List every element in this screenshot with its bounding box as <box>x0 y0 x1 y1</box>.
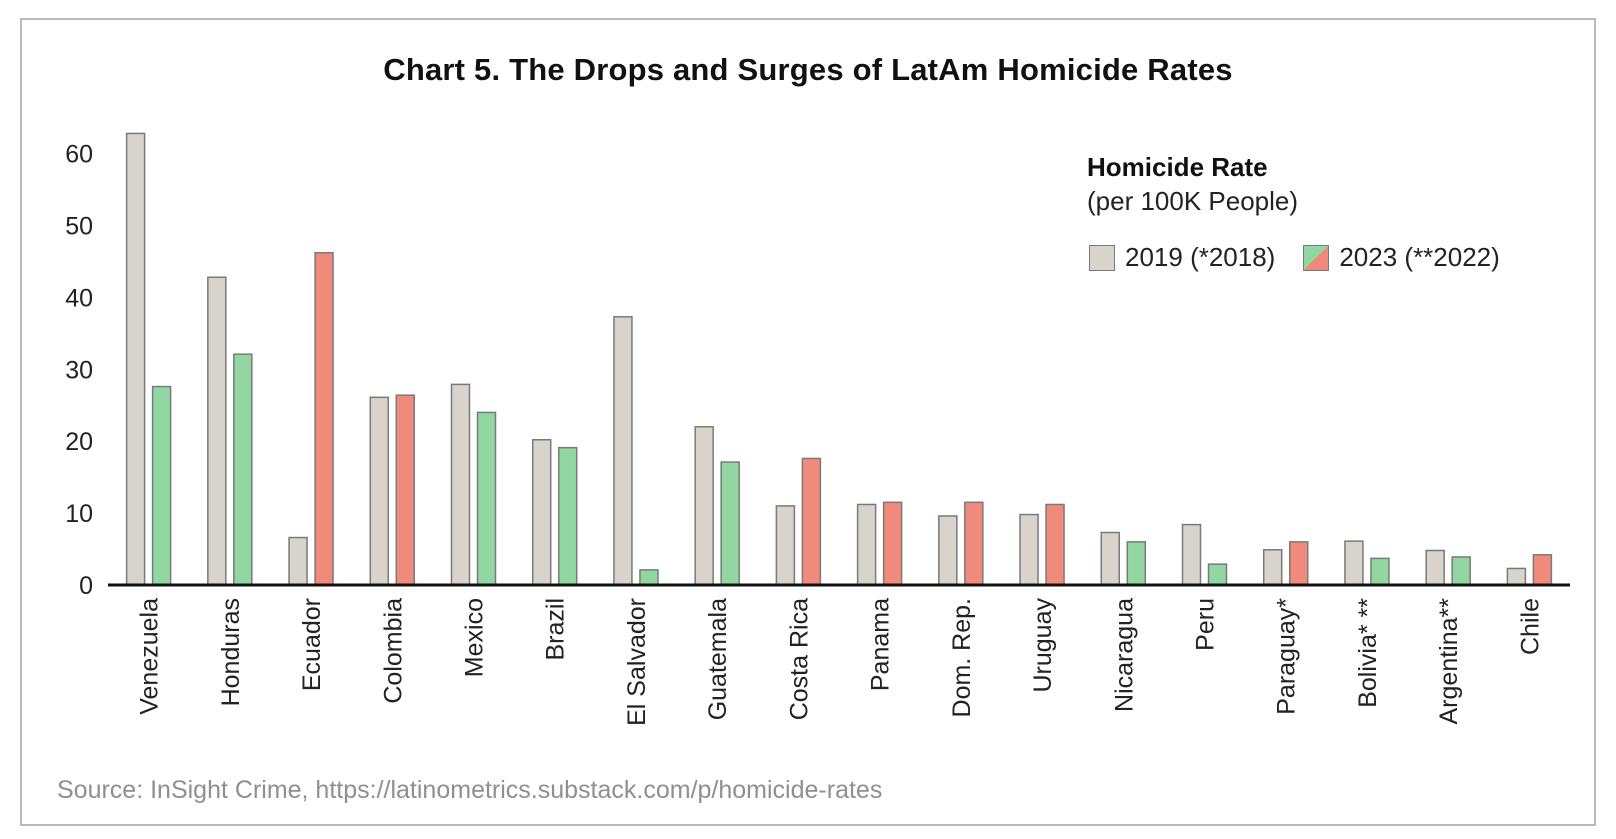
y-tick-label: 60 <box>65 141 93 169</box>
x-category-label: Honduras <box>217 598 245 706</box>
bar-2023-costa-rica <box>801 457 822 586</box>
y-axis-ticks: 0 10 20 30 40 50 60 <box>65 141 93 600</box>
bar-2019-dom-rep <box>938 515 958 586</box>
bar-2023-uruguay <box>1045 503 1065 586</box>
bar-2019-chile <box>1506 567 1527 586</box>
legend-title: Homicide Rate <box>1087 152 1268 182</box>
bar-2019-uruguay <box>1019 513 1039 586</box>
bar-2019-guatemala <box>694 426 714 586</box>
bar-2023-argentina <box>1451 556 1471 586</box>
y-tick-label: 20 <box>65 428 93 456</box>
bar-2019-venezuela <box>125 132 146 586</box>
bar-2023-bolivia <box>1370 557 1390 586</box>
x-category-label: El Salvador <box>623 598 651 726</box>
category-labels: Venezuela Honduras Ecuador Colombia Mexico Br… <box>136 598 1545 726</box>
x-category-label: Colombia <box>379 598 407 704</box>
x-category-label: Costa Rica <box>785 598 813 720</box>
legend-label-2023: 2023 (**2022) <box>1339 242 1500 272</box>
source-note: Source: InSight Crime, https://latinomet… <box>57 776 883 804</box>
bar-2023-ecuador <box>314 252 334 586</box>
x-category-label: Peru <box>1192 598 1220 651</box>
y-tick-label: 10 <box>65 500 93 528</box>
bars-group <box>125 132 1553 586</box>
y-tick-label: 40 <box>65 284 93 312</box>
x-category-label: Brazil <box>542 598 570 661</box>
bar-2019-brazil <box>531 439 552 586</box>
bar-2023-nicaragua <box>1126 541 1147 586</box>
bar-2019-ecuador <box>288 536 308 586</box>
chart-title: Chart 5. The Drops and Surges of LatAm H… <box>383 52 1233 87</box>
y-tick-label: 50 <box>65 212 93 240</box>
bar-2019-peru <box>1181 523 1202 586</box>
bar-2019-colombia <box>369 396 390 586</box>
bar-2019-bolivia <box>1344 540 1364 586</box>
x-category-label: Argentina** <box>1435 598 1463 725</box>
x-category-label: Dom. Rep. <box>948 598 976 717</box>
x-category-label: Nicaragua <box>1110 598 1138 712</box>
bar-2023-brazil <box>557 446 578 586</box>
bar-2023-mexico <box>476 411 497 586</box>
bar-2023-el-salvador <box>639 569 659 586</box>
bar-2019-nicaragua <box>1100 531 1121 586</box>
bar-2023-guatemala <box>720 461 740 586</box>
x-category-label: Panama <box>867 598 895 691</box>
x-category-label: Mexico <box>461 598 489 677</box>
bar-2023-chile <box>1532 554 1553 586</box>
x-category-label: Bolivia* ** <box>1354 598 1382 708</box>
bar-2023-colombia <box>395 394 416 586</box>
bar-2019-honduras <box>207 276 227 586</box>
x-category-label: Venezuela <box>136 598 164 715</box>
y-tick-label: 30 <box>65 356 93 384</box>
bar-2023-paraguay <box>1288 541 1309 586</box>
bar-2019-paraguay <box>1262 549 1283 586</box>
bar-2023-venezuela <box>151 385 172 586</box>
legend: 2019 (*2018) 2023 (**2022) <box>1089 242 1500 273</box>
x-category-label: Ecuador <box>298 598 326 691</box>
bar-2023-panama <box>882 501 903 586</box>
legend-label-2019: 2019 (*2018) <box>1125 242 1276 272</box>
y-tick-label: 0 <box>79 572 93 600</box>
legend-subtitle: (per 100K People) <box>1087 186 1299 216</box>
bar-2019-el-salvador <box>613 316 633 586</box>
bar-2019-costa-rica <box>775 505 796 586</box>
bar-2023-peru <box>1207 563 1228 586</box>
legend-swatch-2019 <box>1089 244 1115 271</box>
bar-2019-argentina <box>1425 549 1445 586</box>
x-category-label: Paraguay* <box>1273 598 1301 715</box>
x-category-label: Uruguay <box>1029 598 1057 693</box>
chart-frame <box>20 18 1596 826</box>
legend-swatch-2023 <box>1303 244 1330 271</box>
x-category-label: Guatemala <box>704 598 732 720</box>
bar-2023-honduras <box>233 353 253 586</box>
bar-2019-panama <box>856 503 877 586</box>
x-category-label: Chile <box>1516 598 1544 655</box>
bar-2019-mexico <box>450 383 471 586</box>
bar-2023-dom-rep <box>964 501 984 586</box>
